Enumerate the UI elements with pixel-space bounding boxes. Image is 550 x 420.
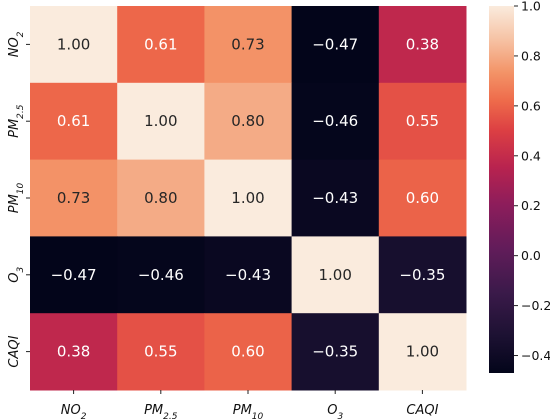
colorbar-tick-label: 0.4 (521, 148, 541, 163)
colorbar-gradient (489, 6, 514, 373)
heatmap-cell (291, 82, 380, 161)
y-axis-tick-labels: NO2 PM2.5 PM10 O3 CAQI (7, 31, 30, 368)
cell-value-label: −0.43 (312, 189, 358, 207)
cell-value-label: −0.46 (312, 112, 358, 130)
heatmap-cell (378, 313, 467, 391)
cell-value-label: 0.73 (231, 35, 264, 53)
heatmap-cell (204, 313, 293, 391)
heatmap-cell (117, 236, 205, 314)
heatmap-cell (30, 159, 118, 237)
cell-value-label: 1.00 (57, 35, 90, 53)
heatmap-cell (30, 6, 118, 84)
heatmap-cell (291, 313, 380, 391)
heatmap-cell (378, 236, 467, 314)
heatmap-cell (117, 82, 205, 161)
heatmap-cell (204, 6, 293, 84)
cell-value-label: 0.38 (57, 343, 90, 361)
y-axis-tick-label: PM2.5 (7, 104, 26, 138)
x-axis-tick-label: PM2.5 (144, 403, 178, 420)
x-axis-tick-label: O3 (327, 403, 343, 420)
heatmap-cell (117, 313, 205, 391)
cell-value-label: 1.00 (318, 266, 351, 284)
cell-value-label: 1.00 (406, 343, 439, 361)
cell-value-label: 0.61 (57, 112, 90, 130)
heatmap-cell (378, 82, 467, 161)
colorbar-tick-label: 1.0 (521, 0, 541, 14)
cell-value-label: 1.00 (231, 189, 264, 207)
heatmap-cell (291, 236, 380, 314)
heatmap-cell (30, 82, 118, 161)
cell-value-label: 0.80 (231, 112, 264, 130)
heatmap-cell (378, 159, 467, 237)
cell-value-label: 1.00 (144, 112, 177, 130)
x-axis-tick-label: NO2 (61, 403, 87, 420)
cell-value-label: 0.60 (231, 343, 264, 361)
y-axis-tick-label: O3 (7, 267, 26, 283)
x-axis-tick-label: PM10 (233, 403, 264, 420)
heatmap-cell (117, 159, 205, 237)
cell-value-label: −0.47 (312, 35, 358, 53)
heatmap-cell (30, 313, 118, 391)
heatmap-cells: 1.00 0.61 0.73 −0.47 0.38 0.61 1.00 0.80 −0.46 0.… (30, 6, 467, 391)
cell-value-label: 0.38 (406, 35, 439, 53)
cell-value-label: 0.73 (57, 189, 90, 207)
heatmap-cell (204, 236, 293, 314)
cell-value-label: 0.60 (406, 189, 439, 207)
cell-value-label: −0.46 (138, 266, 184, 284)
cell-value-label: −0.43 (225, 266, 271, 284)
x-axis-tick-label: CAQI (406, 403, 438, 418)
colorbar-tick-label: 0.8 (521, 48, 541, 63)
cell-value-label: −0.35 (399, 266, 445, 284)
colorbar-tick-label: 0.6 (521, 98, 541, 113)
heatmap-cell (291, 6, 380, 84)
cell-value-label: 0.55 (144, 343, 177, 361)
cell-value-label: 0.61 (144, 35, 177, 53)
cell-value-label: −0.35 (312, 343, 358, 361)
heatmap-cell (204, 82, 293, 161)
heatmap-cell (291, 159, 380, 237)
colorbar-tick-label: 0.0 (521, 248, 541, 263)
colorbar-tick-label: −0.4 (521, 348, 550, 363)
heatmap-cell (30, 236, 118, 314)
cell-value-label: −0.47 (51, 266, 97, 284)
colorbar: 1.0 0.8 0.6 0.4 0.2 0.0 −0.2 −0.4 (489, 0, 550, 373)
cell-value-label: 0.55 (406, 112, 439, 130)
colorbar-tick-label: 0.2 (521, 198, 541, 213)
colorbar-tick-label: −0.2 (521, 298, 550, 313)
y-axis-tick-label: NO2 (7, 31, 26, 57)
heatmap-cell (117, 6, 205, 84)
heatmap-cell (204, 159, 293, 237)
x-axis-tick-labels: NO2 PM2.5 PM10 O3 CAQI (61, 390, 439, 420)
y-axis-tick-label: CAQI (7, 335, 22, 367)
cell-value-label: 0.80 (144, 189, 177, 207)
y-axis-tick-label: PM10 (7, 182, 26, 213)
heatmap-cell (378, 6, 467, 84)
